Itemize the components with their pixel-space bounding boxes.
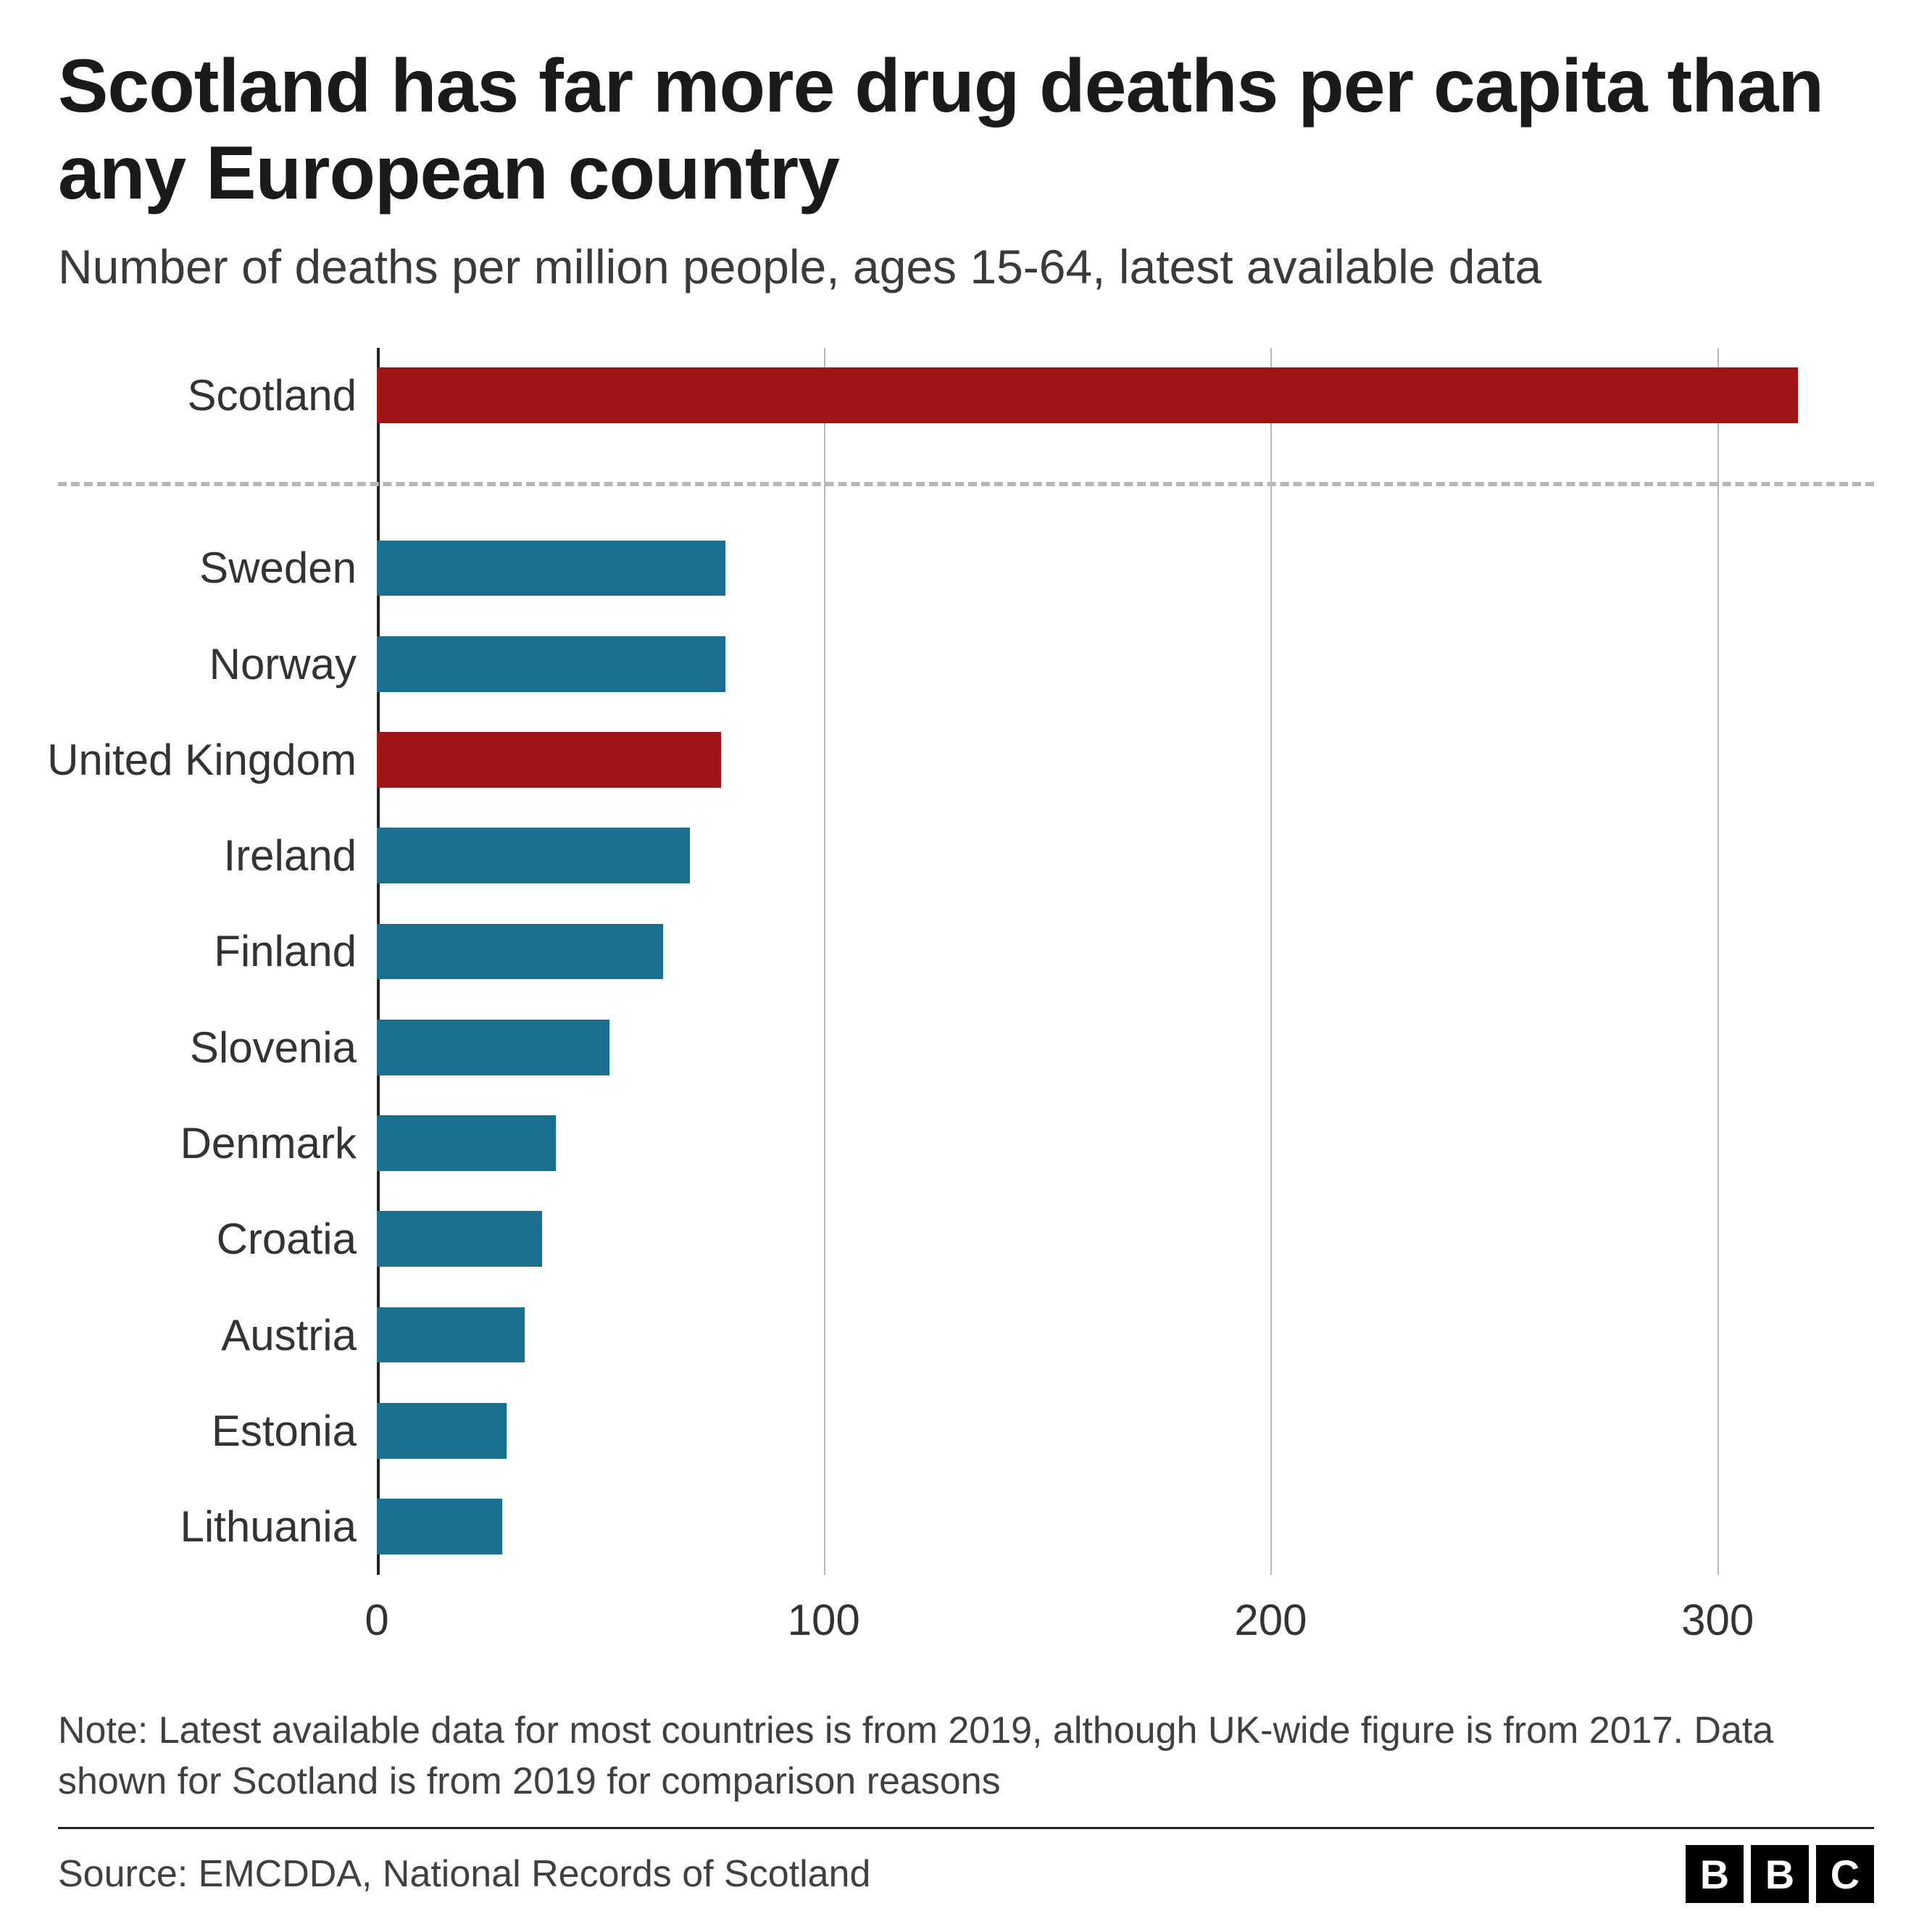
bar-rows: Scotland SwedenNorwayUnited KingdomIrelan… [377, 348, 1874, 1575]
footer-rule [58, 1827, 1874, 1829]
bar [377, 1307, 525, 1363]
chart-title: Scotland has far more drug deaths per ca… [58, 43, 1874, 217]
x-axis: 0100200300 [377, 1575, 1874, 1662]
bar-label: Austria [221, 1310, 377, 1360]
plot-area: Scotland SwedenNorwayUnited KingdomIrelan… [377, 348, 1874, 1575]
bar-row: Ireland [377, 808, 1874, 904]
bar-label: Denmark [180, 1118, 377, 1168]
x-tick: 100 [788, 1595, 860, 1645]
bar [377, 367, 1798, 423]
x-tick: 300 [1681, 1595, 1754, 1645]
bar-row: Estonia [377, 1383, 1874, 1478]
x-tick: 0 [365, 1595, 388, 1645]
bar [377, 924, 663, 980]
bar-row: Slovenia [377, 999, 1874, 1095]
bar-row: Croatia [377, 1191, 1874, 1287]
bar-label: Finland [214, 926, 377, 976]
bar [377, 732, 721, 788]
bar-row: Denmark [377, 1095, 1874, 1191]
chart-source: Source: EMCDDA, National Records of Scot… [58, 1852, 870, 1896]
separator-line [58, 482, 1874, 486]
bar [377, 1211, 542, 1267]
bar-label: Ireland [224, 830, 377, 880]
bar [377, 1403, 507, 1459]
bbc-logo: BBC [1686, 1845, 1874, 1903]
chart-subtitle: Number of deaths per million people, age… [58, 237, 1874, 297]
bar-row: Norway [377, 616, 1874, 712]
bar-row: Lithuania [377, 1478, 1874, 1574]
chart-container: ScotlandSwedenNorwayUnited KingdomIrelan… [58, 348, 1874, 1662]
bar-label: United Kingdom [47, 735, 377, 785]
bbc-logo-letter: C [1816, 1845, 1874, 1903]
bar [377, 1499, 502, 1554]
bbc-logo-letter: B [1751, 1845, 1809, 1903]
bbc-logo-letter: B [1686, 1845, 1744, 1903]
bar-label: Sweden [199, 543, 377, 593]
bar-row: United Kingdom [377, 712, 1874, 807]
chart-note: Note: Latest available data for most cou… [58, 1705, 1874, 1807]
bar-row: Austria [377, 1287, 1874, 1383]
bar-label: Lithuania [180, 1502, 377, 1552]
x-tick: 200 [1234, 1595, 1307, 1645]
bar-row: Scotland [377, 348, 1874, 444]
separator-row [377, 444, 1874, 520]
bar-row: Sweden [377, 520, 1874, 616]
bar-row: Finland [377, 904, 1874, 999]
bar-label: Estonia [212, 1406, 377, 1456]
bar [377, 636, 725, 692]
bar [377, 1115, 556, 1171]
bar [377, 828, 690, 883]
bar-label: Norway [209, 639, 377, 689]
bar-label: Slovenia [190, 1023, 377, 1073]
bar-label: Scotland [188, 370, 378, 420]
bar [377, 1020, 609, 1075]
bar [377, 541, 725, 596]
bar-label: Croatia [217, 1214, 377, 1264]
